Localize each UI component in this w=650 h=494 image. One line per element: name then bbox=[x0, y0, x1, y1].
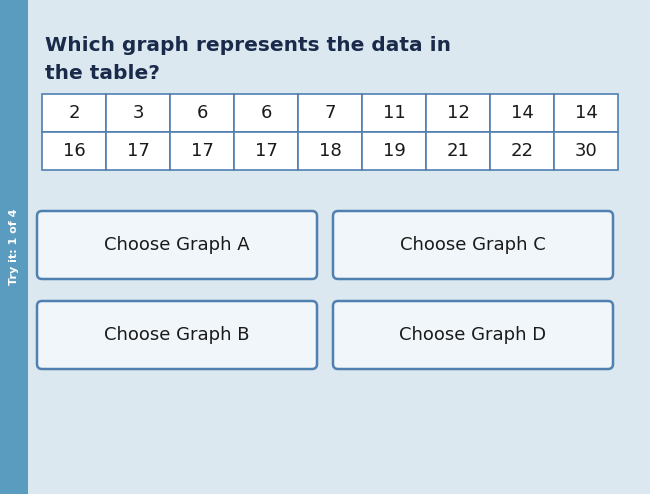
Bar bbox=[106, 94, 170, 132]
Bar bbox=[42, 132, 106, 170]
Text: Choose Graph A: Choose Graph A bbox=[104, 236, 250, 254]
Bar bbox=[490, 132, 554, 170]
Bar bbox=[554, 132, 618, 170]
Bar bbox=[362, 94, 426, 132]
Bar bbox=[234, 94, 298, 132]
Bar bbox=[426, 94, 490, 132]
Bar bbox=[42, 94, 106, 132]
FancyBboxPatch shape bbox=[333, 211, 613, 279]
Bar bbox=[298, 132, 362, 170]
Text: 17: 17 bbox=[190, 142, 213, 160]
FancyBboxPatch shape bbox=[37, 301, 317, 369]
Bar bbox=[362, 132, 426, 170]
Bar bbox=[298, 94, 362, 132]
Text: 6: 6 bbox=[196, 104, 208, 122]
Text: 19: 19 bbox=[383, 142, 406, 160]
Text: 14: 14 bbox=[575, 104, 597, 122]
Text: 3: 3 bbox=[132, 104, 144, 122]
Bar bbox=[0, 0, 28, 494]
Text: 17: 17 bbox=[127, 142, 150, 160]
Text: 17: 17 bbox=[255, 142, 278, 160]
Text: 14: 14 bbox=[510, 104, 534, 122]
FancyBboxPatch shape bbox=[333, 301, 613, 369]
Text: 2: 2 bbox=[68, 104, 80, 122]
Bar bbox=[170, 132, 234, 170]
Bar bbox=[170, 94, 234, 132]
Text: 11: 11 bbox=[383, 104, 406, 122]
Text: Try it: 1 of 4: Try it: 1 of 4 bbox=[9, 209, 19, 285]
Bar bbox=[490, 94, 554, 132]
Text: Which graph represents the data in: Which graph represents the data in bbox=[45, 36, 451, 55]
Text: 12: 12 bbox=[447, 104, 469, 122]
Text: Choose Graph B: Choose Graph B bbox=[104, 326, 250, 344]
Text: 30: 30 bbox=[575, 142, 597, 160]
Text: 21: 21 bbox=[447, 142, 469, 160]
Bar bbox=[234, 132, 298, 170]
Text: 7: 7 bbox=[324, 104, 336, 122]
Text: the table?: the table? bbox=[45, 64, 160, 83]
Bar bbox=[426, 132, 490, 170]
Text: 18: 18 bbox=[318, 142, 341, 160]
FancyBboxPatch shape bbox=[37, 211, 317, 279]
Bar bbox=[554, 94, 618, 132]
Text: Choose Graph D: Choose Graph D bbox=[400, 326, 547, 344]
Text: 6: 6 bbox=[260, 104, 272, 122]
Text: Choose Graph C: Choose Graph C bbox=[400, 236, 546, 254]
Text: 22: 22 bbox=[510, 142, 534, 160]
Bar bbox=[106, 132, 170, 170]
Text: 16: 16 bbox=[62, 142, 85, 160]
